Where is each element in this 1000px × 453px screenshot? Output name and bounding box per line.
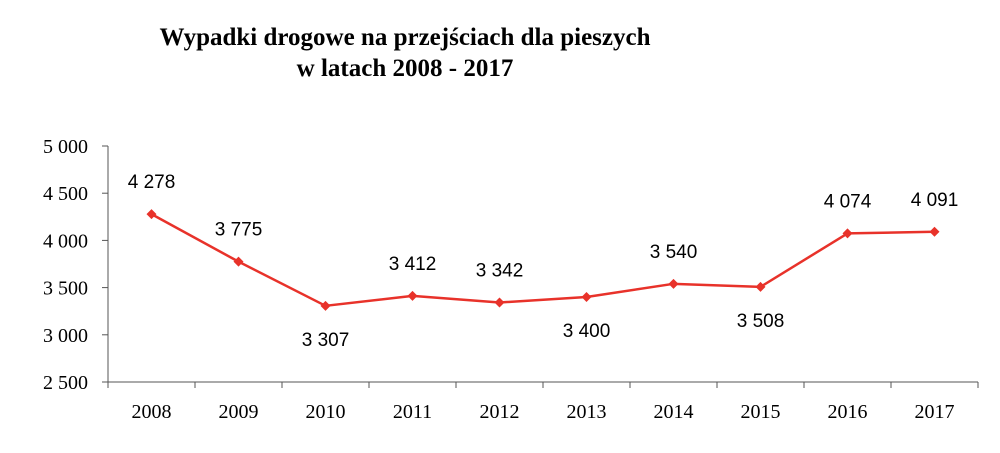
data-label: 4 091 xyxy=(911,190,959,211)
y-tick-label: 2 500 xyxy=(43,372,88,394)
data-label: 3 540 xyxy=(650,242,698,263)
data-point-marker xyxy=(494,297,505,308)
x-tick-label: 2017 xyxy=(915,401,955,423)
x-tick-label: 2014 xyxy=(654,401,694,423)
data-label: 4 278 xyxy=(128,172,176,193)
data-point-marker xyxy=(842,228,853,239)
x-tick-label: 2009 xyxy=(219,401,259,423)
x-tick-label: 2010 xyxy=(306,401,346,423)
y-tick-label: 4 500 xyxy=(43,183,88,205)
data-label: 3 412 xyxy=(389,254,437,275)
data-point-marker xyxy=(581,292,592,303)
data-label: 3 342 xyxy=(476,261,524,282)
data-point-marker xyxy=(233,256,244,267)
x-tick-label: 2011 xyxy=(393,401,432,423)
data-point-marker xyxy=(146,209,157,220)
data-label: 3 775 xyxy=(215,220,263,241)
data-label: 3 307 xyxy=(302,330,350,351)
x-tick-label: 2012 xyxy=(480,401,520,423)
x-tick-label: 2016 xyxy=(828,401,868,423)
data-point-marker xyxy=(755,281,766,292)
chart-title-line-2: w latach 2008 - 2017 xyxy=(296,55,514,82)
data-point-marker xyxy=(407,290,418,301)
x-tick-label: 2015 xyxy=(741,401,781,423)
series-line xyxy=(150,213,935,308)
chart-title: Wypadki drogowe na przejściach dla piesz… xyxy=(0,22,810,84)
data-label: 4 074 xyxy=(824,191,872,212)
chart-title-line-1: Wypadki drogowe na przejściach dla piesz… xyxy=(159,24,651,51)
data-point-marker xyxy=(668,278,679,289)
data-label: 3 400 xyxy=(563,321,611,342)
data-label: 3 508 xyxy=(737,311,785,332)
x-tick-label: 2008 xyxy=(132,401,172,423)
data-point-marker xyxy=(320,300,331,311)
y-tick-label: 3 000 xyxy=(43,325,88,347)
data-point-marker xyxy=(929,226,940,237)
y-tick-label: 4 000 xyxy=(43,230,88,252)
y-tick-label: 3 500 xyxy=(43,278,88,300)
y-tick-label: 5 000 xyxy=(43,136,88,158)
x-tick-label: 2013 xyxy=(567,401,607,423)
